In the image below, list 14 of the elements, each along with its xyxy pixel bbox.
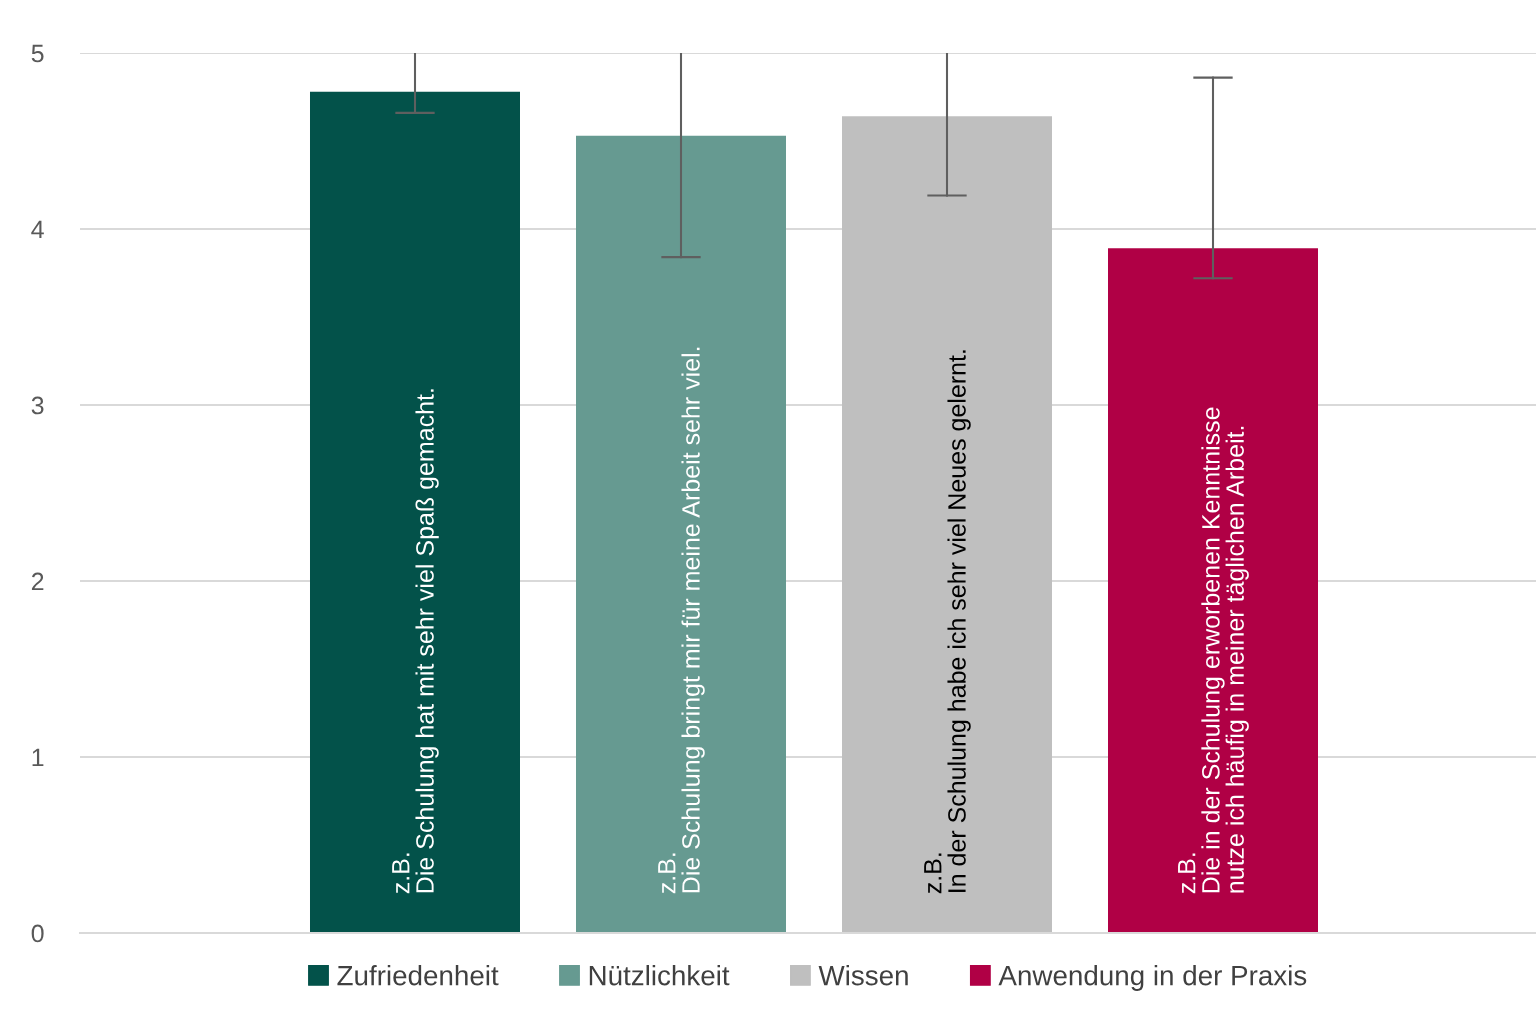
y-tick-label: 3 (31, 396, 44, 415)
legend-label: Anwendung in der Praxis (998, 965, 1307, 991)
legend-label: Nützlichkeit (589, 965, 730, 986)
annotation: z.B. Die Schulung hat mit sehr viel Spaß gemacht. (392, 389, 439, 894)
y-tick-label: 4 (31, 220, 44, 239)
y-tick-label: 5 (31, 44, 44, 63)
y-tick-label: 2 (31, 572, 44, 591)
y-tick-label: 0 (31, 924, 44, 943)
annotation: z.B. Die in der Schulung erworbenen Kenntnisse nutze ich häufig in meiner täglichen Arbeit. (1178, 407, 1249, 894)
annotation: z.B. Die Schulung bringt mir für meine Arbeit sehr viel. (658, 347, 705, 894)
y-tick-label: 1 (32, 748, 44, 767)
annotation: z.B. In der Schulung habe ich sehr viel Neues gelernt. (924, 350, 971, 894)
legend-label: Wissen (818, 965, 908, 986)
legend-label: Zufriedenheit (337, 965, 499, 986)
